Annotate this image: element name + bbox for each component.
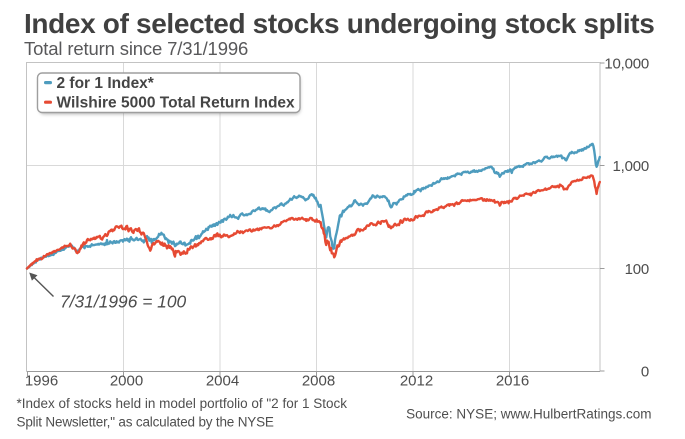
svg-text:10,000: 10,000	[604, 56, 649, 73]
svg-text:Wilshire 5000 Total Return Ind: Wilshire 5000 Total Return Index	[57, 95, 296, 112]
svg-text:2000: 2000	[110, 373, 143, 390]
svg-text:100: 100	[625, 261, 649, 278]
svg-text:1,000: 1,000	[612, 158, 649, 175]
svg-text:2004: 2004	[206, 373, 239, 390]
svg-text:Split Newsletter," as calculat: Split Newsletter," as calculated by the …	[17, 414, 274, 429]
svg-text:0: 0	[641, 364, 649, 381]
svg-text:Source: NYSE; www.HulbertRatin: Source: NYSE; www.HulbertRatings.com	[406, 407, 651, 422]
svg-text:2 for 1 Index*: 2 for 1 Index*	[57, 75, 155, 92]
svg-text:1996: 1996	[25, 373, 58, 390]
svg-text:2016: 2016	[496, 373, 529, 390]
svg-text:2012: 2012	[400, 373, 433, 390]
svg-text:*Index of stocks held in model: *Index of stocks held in model portfolio…	[17, 396, 348, 411]
svg-text:7/31/1996 = 100: 7/31/1996 = 100	[60, 292, 187, 312]
svg-text:2008: 2008	[302, 373, 335, 390]
